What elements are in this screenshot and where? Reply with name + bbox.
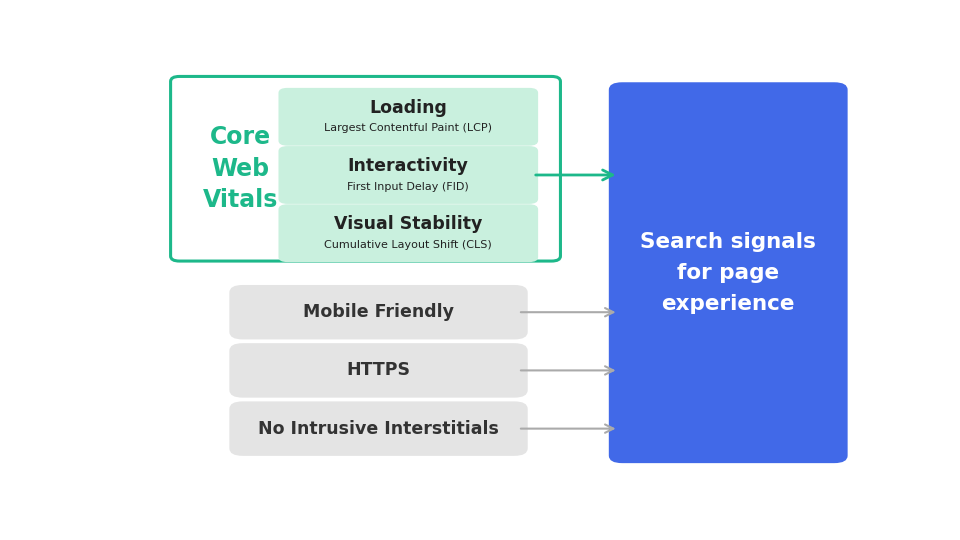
- Text: Core
Web
Vitals: Core Web Vitals: [203, 125, 278, 212]
- Text: Visual Stability: Visual Stability: [334, 215, 483, 233]
- FancyBboxPatch shape: [229, 285, 528, 340]
- Text: Interactivity: Interactivity: [348, 157, 468, 175]
- FancyBboxPatch shape: [171, 77, 561, 261]
- FancyBboxPatch shape: [278, 204, 539, 262]
- FancyBboxPatch shape: [609, 82, 848, 463]
- Text: No Intrusive Interstitials: No Intrusive Interstitials: [258, 420, 499, 437]
- FancyBboxPatch shape: [229, 343, 528, 397]
- Text: Mobile Friendly: Mobile Friendly: [303, 303, 454, 321]
- Text: Loading: Loading: [370, 99, 447, 117]
- FancyBboxPatch shape: [229, 401, 528, 456]
- Text: Largest Contentful Paint (LCP): Largest Contentful Paint (LCP): [324, 124, 492, 133]
- Text: Search signals
for page
experience: Search signals for page experience: [640, 232, 816, 314]
- Text: First Input Delay (FID): First Input Delay (FID): [348, 181, 469, 192]
- FancyBboxPatch shape: [278, 146, 539, 204]
- Text: HTTPS: HTTPS: [347, 361, 411, 380]
- FancyBboxPatch shape: [278, 88, 539, 146]
- Text: Cumulative Layout Shift (CLS): Cumulative Layout Shift (CLS): [324, 240, 492, 250]
